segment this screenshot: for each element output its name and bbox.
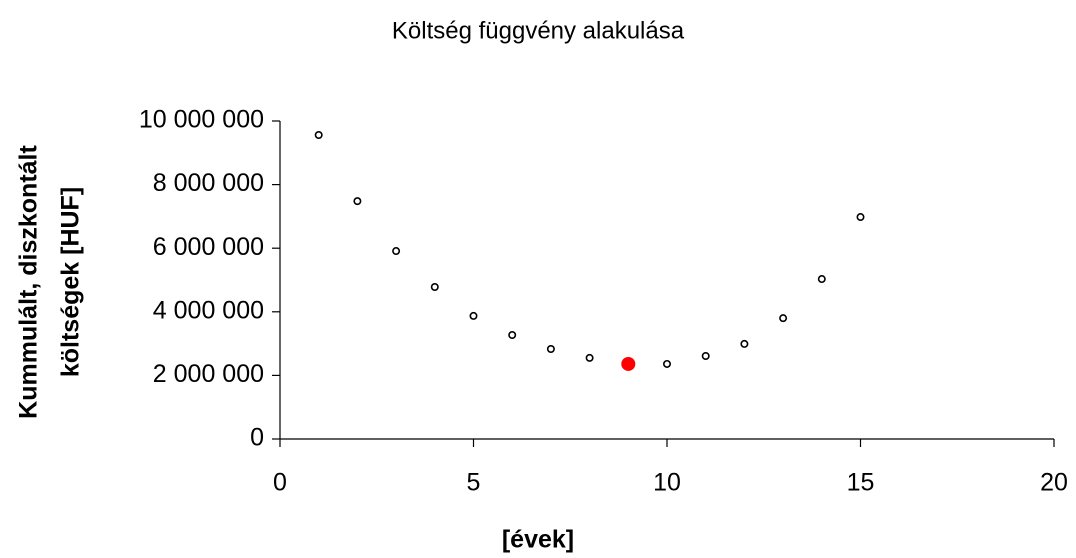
point xyxy=(662,359,671,368)
x-tick-label: 20 xyxy=(1040,469,1068,497)
point xyxy=(546,345,555,354)
point xyxy=(353,197,362,206)
y-tick-label: 2 000 000 xyxy=(153,360,264,388)
y-axis-label-line: Kummulált, diszkontált xyxy=(15,145,43,419)
x-tick-label: 0 xyxy=(273,469,287,497)
point xyxy=(856,213,865,222)
x-tick-label: 15 xyxy=(847,469,875,497)
point xyxy=(585,353,594,362)
point xyxy=(817,275,826,284)
point xyxy=(779,314,788,323)
y-axis-label: Kummulált, diszkontált költségek [HUF] xyxy=(15,145,85,419)
point xyxy=(430,282,439,291)
point xyxy=(701,352,710,361)
point xyxy=(469,311,478,320)
y-tick-label: 10 000 000 xyxy=(139,106,264,134)
x-tick-label: 10 xyxy=(653,469,681,497)
point xyxy=(508,331,517,340)
chart-title: Költség függvény alakulása xyxy=(392,17,685,44)
point xyxy=(621,356,636,371)
point xyxy=(314,130,323,139)
y-tick-label: 6 000 000 xyxy=(153,233,264,261)
y-tick-label: 4 000 000 xyxy=(153,296,264,324)
y-tick-label: 8 000 000 xyxy=(153,169,264,197)
y-tick-label: 0 xyxy=(250,424,264,452)
y-axis-label-line: költségek [HUF] xyxy=(57,187,85,377)
point xyxy=(740,339,749,348)
x-axis-label: [évek] xyxy=(502,526,574,554)
point xyxy=(392,247,401,256)
x-tick-label: 5 xyxy=(467,469,481,497)
